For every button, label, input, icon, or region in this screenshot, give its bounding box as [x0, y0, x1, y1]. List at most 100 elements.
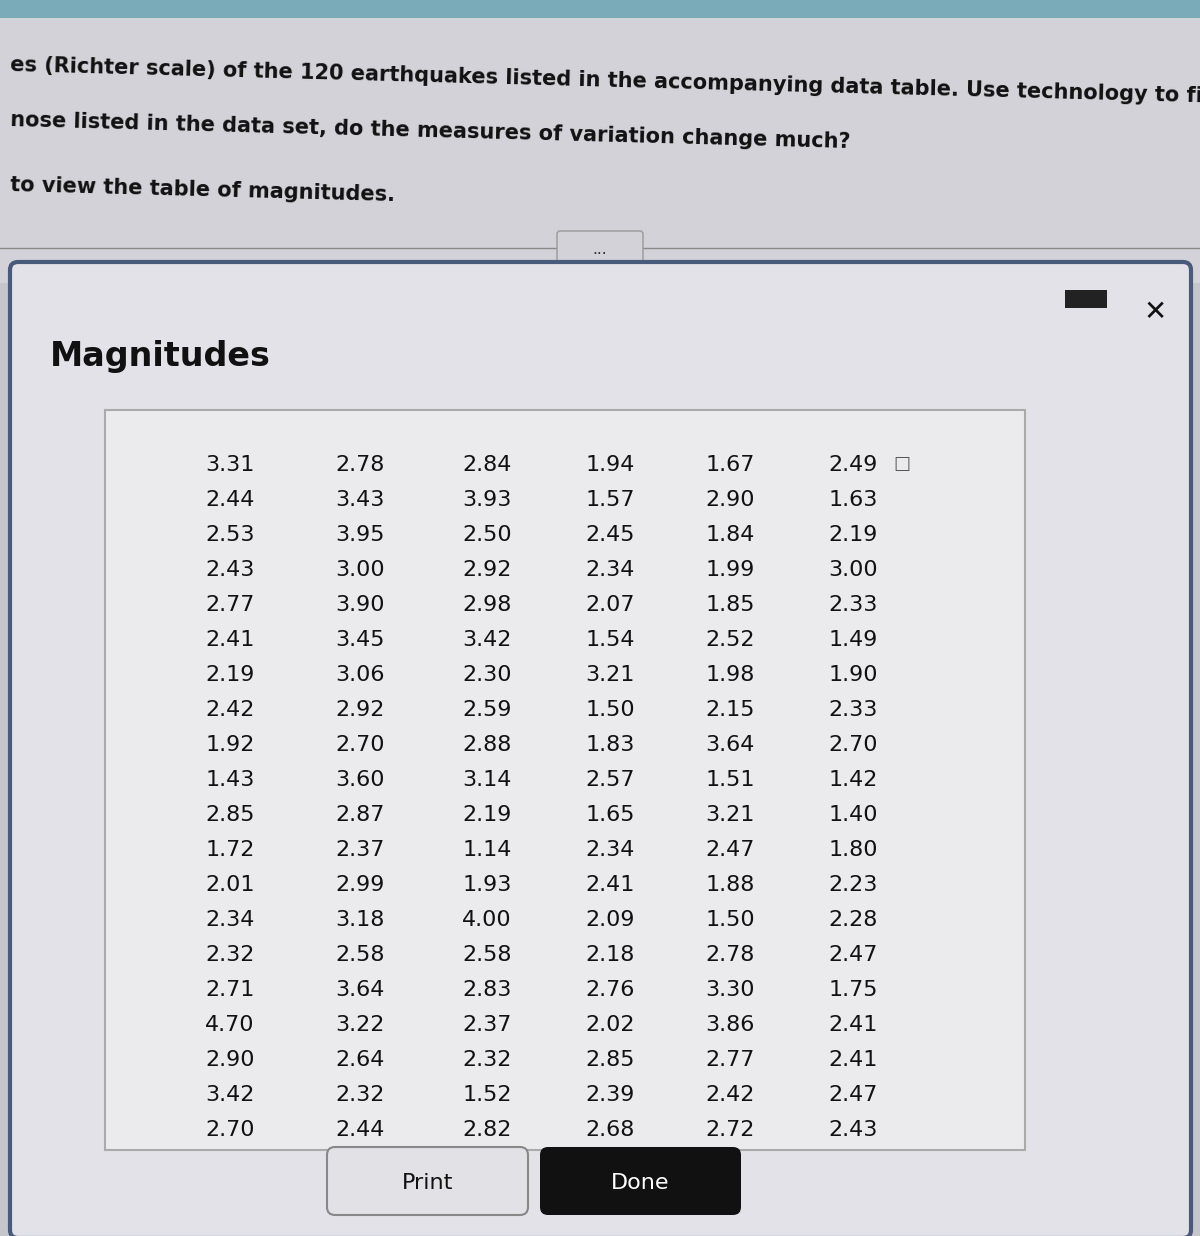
Text: 1.63: 1.63	[828, 489, 877, 510]
Text: 1.94: 1.94	[586, 455, 635, 475]
Bar	[0, 19, 1200, 283]
Text: 2.07: 2.07	[586, 595, 635, 616]
Text: Magnitudes: Magnitudes	[50, 340, 271, 373]
Text: 3.06: 3.06	[335, 665, 385, 685]
Text: 2.88: 2.88	[462, 735, 511, 755]
Text: 3.93: 3.93	[462, 489, 511, 510]
Text: 2.47: 2.47	[828, 946, 877, 965]
Text: 2.70: 2.70	[205, 1120, 254, 1140]
Text: 2.37: 2.37	[335, 840, 385, 860]
Text: 2.42: 2.42	[706, 1085, 755, 1105]
Text: nose listed in the data set, do the measures of variation change much?: nose listed in the data set, do the meas…	[10, 110, 851, 152]
Text: 3.90: 3.90	[335, 595, 385, 616]
Text: 3.14: 3.14	[462, 770, 511, 790]
Text: 2.41: 2.41	[828, 1051, 877, 1070]
Text: 2.32: 2.32	[205, 946, 254, 965]
Text: 2.45: 2.45	[586, 525, 635, 545]
Text: 2.57: 2.57	[586, 770, 635, 790]
Text: 1.42: 1.42	[828, 770, 877, 790]
Text: 2.47: 2.47	[706, 840, 755, 860]
Text: 2.15: 2.15	[706, 700, 755, 721]
Text: 2.33: 2.33	[828, 595, 877, 616]
Text: 2.58: 2.58	[335, 946, 385, 965]
Text: 1.80: 1.80	[828, 840, 877, 860]
Text: 2.78: 2.78	[335, 455, 385, 475]
Text: 2.52: 2.52	[706, 630, 755, 650]
Text: 2.90: 2.90	[706, 489, 755, 510]
Text: 2.92: 2.92	[462, 560, 511, 580]
Text: 2.53: 2.53	[205, 525, 254, 545]
Text: 3.18: 3.18	[335, 910, 385, 929]
Text: 2.71: 2.71	[205, 980, 254, 1000]
Text: 2.19: 2.19	[462, 805, 511, 824]
Text: 3.42: 3.42	[205, 1085, 254, 1105]
Text: 2.34: 2.34	[586, 560, 635, 580]
Text: 2.78: 2.78	[706, 946, 755, 965]
Text: 3.95: 3.95	[335, 525, 385, 545]
Text: 2.02: 2.02	[586, 1015, 635, 1035]
Text: 2.90: 2.90	[205, 1051, 254, 1070]
Text: 2.70: 2.70	[335, 735, 385, 755]
Text: 2.59: 2.59	[462, 700, 511, 721]
Bar	[106, 410, 1025, 1149]
Text: 2.37: 2.37	[462, 1015, 511, 1035]
Text: 2.58: 2.58	[462, 946, 511, 965]
Text: 2.01: 2.01	[205, 875, 254, 895]
Bar	[0, 0, 1200, 19]
Text: 2.39: 2.39	[586, 1085, 635, 1105]
Text: 2.23: 2.23	[828, 875, 877, 895]
Text: 3.43: 3.43	[335, 489, 385, 510]
Text: 2.92: 2.92	[335, 700, 385, 721]
Text: 1.50: 1.50	[706, 910, 755, 929]
Text: 1.52: 1.52	[462, 1085, 511, 1105]
Text: 2.43: 2.43	[205, 560, 254, 580]
Text: 1.75: 1.75	[828, 980, 877, 1000]
Text: 2.34: 2.34	[205, 910, 254, 929]
Text: Done: Done	[611, 1173, 670, 1193]
Text: 1.40: 1.40	[828, 805, 877, 824]
FancyBboxPatch shape	[10, 262, 1190, 1236]
Text: 2.68: 2.68	[586, 1120, 635, 1140]
Text: 3.30: 3.30	[706, 980, 755, 1000]
Text: 1.88: 1.88	[706, 875, 755, 895]
Text: 3.64: 3.64	[706, 735, 755, 755]
Text: 2.47: 2.47	[828, 1085, 877, 1105]
Text: 2.09: 2.09	[586, 910, 635, 929]
Text: 1.93: 1.93	[462, 875, 511, 895]
Text: □: □	[893, 455, 910, 473]
Text: 2.72: 2.72	[706, 1120, 755, 1140]
Text: 1.98: 1.98	[706, 665, 755, 685]
Text: 1.51: 1.51	[706, 770, 755, 790]
FancyBboxPatch shape	[326, 1147, 528, 1215]
Text: 1.84: 1.84	[706, 525, 755, 545]
Text: 2.77: 2.77	[205, 595, 254, 616]
Text: 2.44: 2.44	[335, 1120, 385, 1140]
Text: 2.82: 2.82	[462, 1120, 511, 1140]
Text: 3.21: 3.21	[586, 665, 635, 685]
Text: 1.54: 1.54	[586, 630, 635, 650]
Text: 2.64: 2.64	[335, 1051, 385, 1070]
Text: 1.65: 1.65	[586, 805, 635, 824]
Text: 2.50: 2.50	[462, 525, 512, 545]
Text: 2.32: 2.32	[462, 1051, 511, 1070]
Text: 2.84: 2.84	[462, 455, 511, 475]
Bar	[1066, 290, 1108, 308]
Text: 3.22: 3.22	[335, 1015, 385, 1035]
Text: 1.67: 1.67	[706, 455, 755, 475]
Text: 3.31: 3.31	[205, 455, 254, 475]
Text: 4.70: 4.70	[205, 1015, 254, 1035]
Text: 2.28: 2.28	[828, 910, 877, 929]
Text: ...: ...	[593, 241, 607, 257]
Text: 2.19: 2.19	[828, 525, 877, 545]
Text: 3.00: 3.00	[828, 560, 878, 580]
Text: 1.57: 1.57	[586, 489, 635, 510]
Text: 3.64: 3.64	[335, 980, 385, 1000]
Text: 2.41: 2.41	[828, 1015, 877, 1035]
Text: 2.34: 2.34	[586, 840, 635, 860]
Text: 2.85: 2.85	[586, 1051, 635, 1070]
Text: 1.90: 1.90	[828, 665, 877, 685]
Text: 2.99: 2.99	[335, 875, 385, 895]
Text: 2.42: 2.42	[205, 700, 254, 721]
Text: 1.72: 1.72	[205, 840, 254, 860]
Text: 2.44: 2.44	[205, 489, 254, 510]
